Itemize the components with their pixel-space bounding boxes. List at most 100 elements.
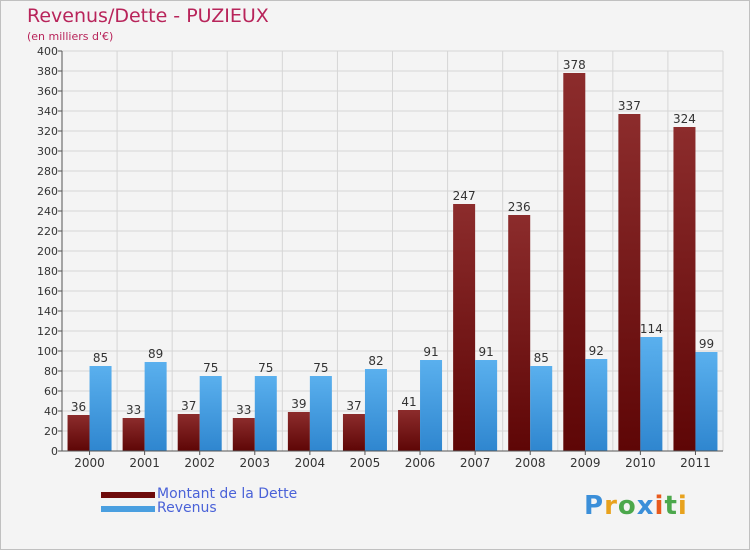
y-tick-label: 360 — [37, 85, 58, 98]
logo-letter: x — [636, 491, 655, 521]
y-tick-label: 100 — [37, 345, 58, 358]
logo-letter: P — [584, 491, 605, 521]
bar-revenus — [475, 360, 498, 451]
x-tick-label: 2006 — [405, 456, 436, 470]
data-label: 114 — [640, 322, 663, 336]
data-label: 82 — [368, 354, 383, 368]
logo-letter: r — [604, 491, 618, 521]
data-label: 85 — [93, 351, 108, 365]
data-label: 236 — [508, 200, 531, 214]
data-label: 247 — [453, 189, 476, 203]
y-tick-label: 260 — [37, 185, 58, 198]
x-tick-label: 2005 — [350, 456, 381, 470]
bar-dette — [508, 215, 531, 451]
data-label: 91 — [478, 345, 493, 359]
bar-dette — [232, 418, 255, 451]
y-tick-label: 40 — [44, 405, 58, 418]
bar-revenus — [89, 366, 112, 451]
y-tick-label: 320 — [37, 125, 58, 138]
data-label: 75 — [313, 361, 328, 375]
data-label: 37 — [181, 399, 196, 413]
y-tick-label: 240 — [37, 205, 58, 218]
x-tick-label: 2004 — [295, 456, 326, 470]
bar-revenus — [199, 376, 222, 451]
bar-dette — [453, 204, 476, 451]
x-tick-label: 2008 — [515, 456, 546, 470]
data-label: 33 — [236, 403, 251, 417]
data-label: 324 — [673, 112, 696, 126]
bars — [67, 73, 718, 451]
proxiti-logo: Proxiti — [584, 491, 688, 521]
x-tick-label: 2009 — [570, 456, 601, 470]
legend-label-debt: Montant de la Dette — [157, 486, 298, 502]
y-tick-label: 60 — [44, 385, 58, 398]
logo-letter: i — [654, 491, 665, 521]
data-label: 41 — [401, 395, 416, 409]
bar-dette — [287, 412, 310, 451]
bar-dette — [67, 415, 90, 451]
legend-label-revenus: Revenus — [157, 500, 217, 516]
x-tick-label: 2001 — [129, 456, 160, 470]
legend-swatch-revenus — [101, 506, 155, 512]
bar-revenus — [364, 369, 387, 451]
y-tick-label: 120 — [37, 325, 58, 338]
x-tick-label: 2002 — [184, 456, 215, 470]
x-tick-label: 2007 — [460, 456, 491, 470]
bar-revenus — [695, 352, 718, 451]
y-tick-label: 400 — [37, 45, 58, 58]
legend-swatch-debt — [101, 492, 155, 498]
bar-dette — [398, 410, 421, 451]
data-label: 85 — [534, 351, 549, 365]
bar-dette — [563, 73, 586, 451]
bar-revenus — [530, 366, 553, 451]
y-tick-label: 200 — [37, 245, 58, 258]
data-labels: 36 85 33 89 37 75 33 75 39 75 37 82 41 91 247 91 236 85 37… — [71, 58, 714, 417]
y-tick-label: 340 — [37, 105, 58, 118]
bar-dette — [177, 414, 200, 451]
bar-dette — [122, 418, 145, 451]
data-label: 378 — [563, 58, 586, 72]
data-label: 75 — [258, 361, 273, 375]
y-tick-label: 80 — [44, 365, 58, 378]
y-tick-label: 0 — [51, 445, 58, 458]
logo-letter: o — [617, 491, 637, 521]
data-label: 337 — [618, 99, 641, 113]
logo-letter: t — [664, 491, 678, 521]
data-label: 36 — [71, 400, 86, 414]
bar-revenus — [309, 376, 332, 451]
data-label: 75 — [203, 361, 218, 375]
bar-revenus — [640, 337, 663, 451]
y-tick-label: 140 — [37, 305, 58, 318]
data-label: 39 — [291, 397, 306, 411]
data-label: 92 — [589, 344, 604, 358]
axes: 0 20 40 60 80 100 120 140 160 180 200 220 240 260 280 3… — [37, 45, 723, 470]
y-tick-label: 160 — [37, 285, 58, 298]
bar-dette — [618, 114, 641, 451]
bar-revenus — [254, 376, 277, 451]
y-tick-label: 180 — [37, 265, 58, 278]
data-label: 91 — [423, 345, 438, 359]
x-tick-label: 2003 — [240, 456, 271, 470]
chart-title: Revenus/Dette - PUZIEUX — [27, 5, 269, 27]
y-tick-label: 20 — [44, 425, 58, 438]
y-tick-label: 280 — [37, 165, 58, 178]
data-label: 99 — [699, 337, 714, 351]
bar-revenus — [144, 362, 167, 451]
y-tick-label: 380 — [37, 65, 58, 78]
x-tick-label: 2010 — [625, 456, 656, 470]
y-tick-label: 300 — [37, 145, 58, 158]
bar-revenus — [420, 360, 443, 451]
data-label: 37 — [346, 399, 361, 413]
data-label: 89 — [148, 347, 163, 361]
x-tick-label: 2011 — [680, 456, 711, 470]
grid-lines — [61, 50, 724, 452]
data-label: 33 — [126, 403, 141, 417]
bar-dette — [673, 127, 696, 451]
logo-letter: i — [677, 491, 688, 521]
y-tick-label: 220 — [37, 225, 58, 238]
chart-subtitle: (en milliers d'€) — [27, 30, 114, 43]
bar-dette — [342, 414, 365, 451]
x-tick-label: 2000 — [74, 456, 105, 470]
